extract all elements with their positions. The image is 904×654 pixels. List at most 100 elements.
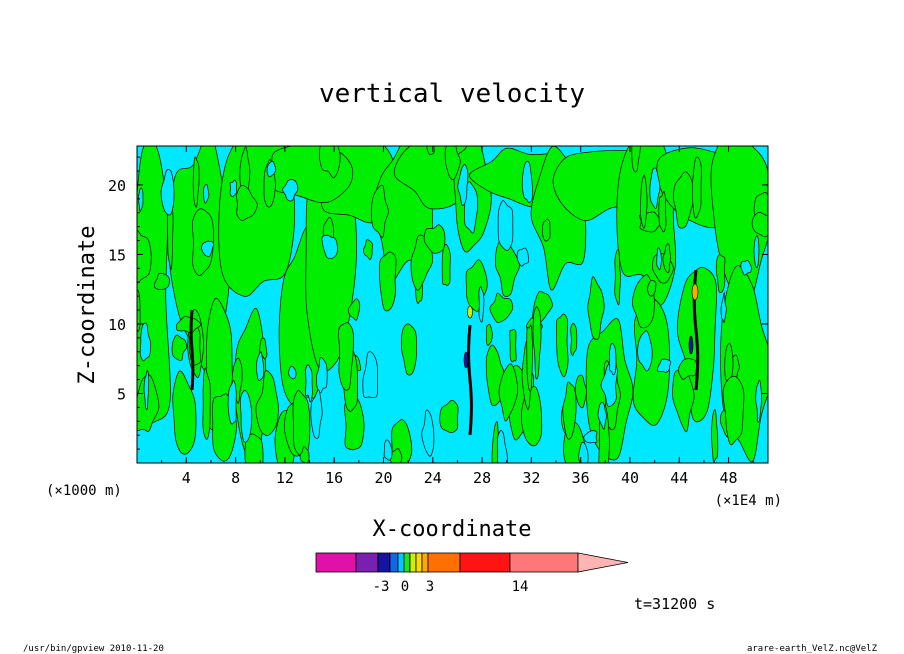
updraft-streak (691, 156, 702, 219)
convective-core (467, 324, 473, 436)
downdraft-streak (239, 390, 253, 443)
updraft-streak (498, 363, 518, 422)
downdraft-streak (597, 402, 607, 430)
colorbar-tick-label: 14 (512, 579, 529, 595)
colorbar-segment (397, 552, 405, 573)
velocity-field (137, 146, 768, 463)
downdraft-streak (266, 160, 277, 178)
downdraft-streak (321, 234, 338, 259)
updraft-streak (489, 292, 514, 323)
x-unit-right: (×1E4 m) (715, 493, 782, 509)
colorbar-tick-label: -3 (373, 579, 390, 595)
updraft-streak (532, 306, 542, 380)
x-tick-label: 44 (670, 469, 688, 487)
downdraft-streak (457, 164, 469, 206)
updraft-streak (678, 358, 697, 380)
x-tick-label: 20 (374, 469, 392, 487)
downdraft-streak (755, 379, 762, 423)
updraft-streak (363, 239, 373, 260)
updraft-streak (192, 156, 200, 208)
updraft-streak (570, 322, 578, 356)
updraft-streak (526, 324, 533, 392)
updraft-streak (722, 375, 745, 446)
colorbar-segment (403, 552, 411, 573)
updraft-streak (137, 289, 141, 332)
x-unit-left: (×1000 m) (46, 483, 122, 499)
y-tick-label: 5 (117, 385, 126, 403)
strong-downdraft-core (463, 351, 469, 369)
y-tick-label: 20 (108, 177, 126, 195)
x-tick-label: 48 (720, 469, 738, 487)
updraft-streak (658, 191, 667, 233)
footer-left: /usr/bin/gpview 2010-11-20 (23, 644, 164, 654)
updraft-streak (244, 433, 264, 463)
x-tick-label: 16 (325, 469, 343, 487)
convective-core (189, 309, 195, 391)
updraft-streak (751, 211, 768, 238)
y-tick-label: 15 (108, 246, 126, 264)
x-tick-label: 40 (621, 469, 639, 487)
colorbar-segment (389, 552, 399, 573)
updraft-streak (715, 254, 726, 294)
downdraft-streak (740, 260, 752, 276)
updraft-streak (236, 185, 258, 221)
downdraft-streak (227, 380, 237, 425)
updraft-streak (587, 276, 605, 340)
downdraft-streak (521, 161, 533, 203)
colorbar-segment (409, 552, 417, 573)
downdraft-streak (497, 200, 514, 251)
updraft-streak (318, 146, 341, 179)
updraft-streak (555, 313, 569, 378)
downdraft-streak (637, 330, 653, 372)
downdraft-streak (143, 369, 150, 410)
downdraft-streak (657, 358, 672, 373)
downdraft-streak (203, 184, 210, 204)
updraft-streak (640, 174, 648, 229)
updraft-streak (647, 279, 657, 297)
downdraft-streak (316, 357, 328, 394)
x-tick-label: 4 (182, 469, 191, 487)
updraft-streak (441, 243, 451, 286)
colorbar: -3 0 3 14 (315, 552, 629, 595)
updraft-streak (370, 184, 389, 238)
x-tick-label: 28 (473, 469, 491, 487)
updraft-streak (379, 251, 397, 312)
updraft-streak (171, 334, 188, 361)
colorbar-extend-arrow (577, 552, 629, 573)
downdraft-streak (421, 409, 435, 457)
updraft-streak (439, 399, 459, 434)
downdraft-streak (608, 342, 617, 376)
downdraft-streak (649, 167, 661, 209)
downdraft-streak (288, 365, 297, 380)
y-tick-label: 10 (108, 316, 126, 334)
chart-title: vertical velocity (319, 79, 585, 109)
updraft-streak (631, 146, 641, 173)
updraft-streak (614, 249, 621, 306)
downdraft-streak (201, 240, 214, 257)
plot-frame (136, 145, 769, 464)
colorbar-tick-label: 3 (426, 579, 434, 595)
updraft-streak (423, 224, 446, 254)
strong-updraft-core (691, 283, 699, 301)
updraft-streak (562, 381, 577, 440)
updraft-streak (711, 409, 719, 463)
downdraft-streak (305, 364, 313, 403)
downdraft-streak (383, 439, 393, 461)
colorbar-segment (415, 552, 423, 573)
x-ticks: 4 8 12 16 20 24 28 32 36 40 44 48 (161, 146, 754, 487)
colorbar-segment (377, 552, 391, 573)
x-axis-label: X-coordinate (373, 517, 532, 542)
updraft-streak (542, 218, 551, 242)
x-tick-label: 12 (276, 469, 294, 487)
updraft-streak (338, 322, 354, 391)
colorbar-segment (315, 552, 357, 573)
downdraft-streak (362, 351, 378, 398)
downdraft-streak (583, 430, 598, 444)
downdraft-streak (310, 389, 323, 439)
footer-right: arare-earth_VelZ.nc@VelZ (747, 644, 878, 654)
updraft-streak (255, 370, 279, 437)
updraft-streak (401, 323, 417, 376)
colorbar-segment (459, 552, 511, 573)
downdraft-streak (464, 181, 478, 234)
